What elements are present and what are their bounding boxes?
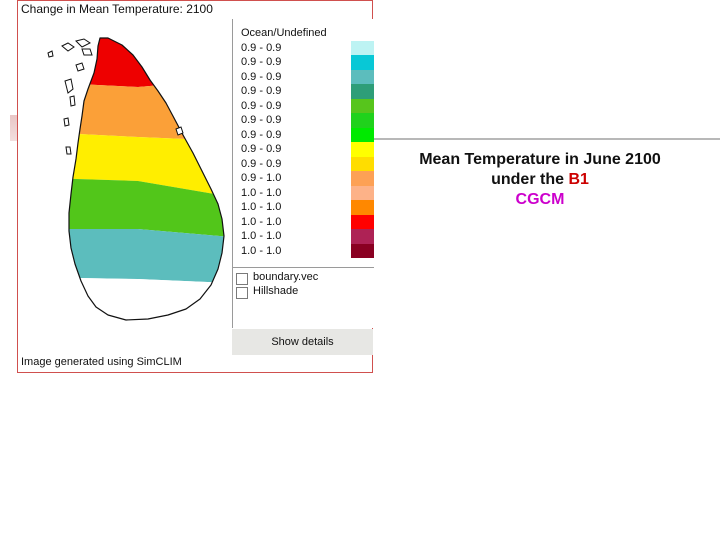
show-details-button[interactable]: Show details <box>232 329 373 355</box>
legend-label: 1.0 - 1.0 <box>241 201 282 213</box>
legend-item: 1.0 - 1.0 <box>233 200 374 215</box>
legend-label: 0.9 - 1.0 <box>241 172 282 184</box>
legend-item: 0.9 - 0.9 <box>233 69 374 84</box>
legend-item: 1.0 - 1.0 <box>233 229 374 244</box>
legend-label: 1.0 - 1.0 <box>241 244 282 257</box>
caption-prefix: under the <box>491 171 569 188</box>
island-outline <box>68 37 225 321</box>
legend-swatch <box>351 98 374 113</box>
legend-swatch <box>351 40 374 55</box>
legend-label: 0.9 - 0.9 <box>241 128 282 141</box>
legend-swatch <box>351 55 374 70</box>
legend-item: 0.9 - 0.9 <box>233 98 374 113</box>
divider-line <box>372 138 720 140</box>
legend-item: Ocean/Undefined <box>233 26 374 41</box>
map-band-5 <box>69 229 224 283</box>
legend-label: 0.9 - 0.9 <box>241 41 282 54</box>
legend-item: 0.9 - 0.9 <box>233 40 374 55</box>
legend-label: 1.0 - 1.0 <box>241 186 282 199</box>
legend-swatch <box>351 84 374 99</box>
legend-item: 1.0 - 1.0 <box>233 243 374 258</box>
scenario-name: B1 <box>568 171 589 188</box>
islet-outlines <box>47 38 184 155</box>
legend-label: 0.9 - 0.9 <box>241 56 282 68</box>
window-title: Change in Mean Temperature: 2100 <box>21 2 213 16</box>
legend-item: 0.9 - 1.0 <box>233 171 374 186</box>
legend-panel: Ocean/Undefined 0.9 - 0.9 0.9 - 0.9 0.9 … <box>232 19 374 268</box>
legend-item: 1.0 - 1.0 <box>233 185 374 200</box>
caption-line-1: Mean Temperature in June 2100 <box>419 151 661 168</box>
layer-checkbox[interactable] <box>236 287 248 299</box>
legend-label: 0.9 - 0.9 <box>241 70 282 83</box>
legend-swatch <box>351 200 374 215</box>
layer-label: boundary.vec <box>253 271 319 283</box>
legend-item: 1.0 - 1.0 <box>233 214 374 229</box>
legend-swatch <box>351 156 374 171</box>
legend-item: 0.9 - 0.9 <box>233 127 374 142</box>
legend-swatch <box>351 214 374 229</box>
layers-panel: boundary.vec Hillshade <box>232 267 374 328</box>
legend-label: 1.0 - 1.0 <box>241 230 282 242</box>
map-band-2 <box>69 79 224 141</box>
legend-swatch <box>351 142 374 157</box>
legend-swatch <box>351 26 374 41</box>
legend-swatch <box>351 113 374 128</box>
legend-label: 0.9 - 0.9 <box>241 157 282 170</box>
legend-swatch <box>351 69 374 84</box>
layer-checkbox[interactable] <box>236 273 248 285</box>
window-footer: Image generated using SimCLIM <box>21 356 182 368</box>
legend-label: 1.0 - 1.0 <box>241 215 282 228</box>
legend-swatch <box>351 229 374 244</box>
sri-lanka-map <box>47 37 225 321</box>
legend-item: 0.9 - 0.9 <box>233 84 374 99</box>
legend-swatch <box>351 243 374 258</box>
simclim-map-window: Change in Mean Temperature: 2100 <box>17 0 374 373</box>
legend-item: 0.9 - 0.9 <box>233 142 374 157</box>
legend-label: 0.9 - 0.9 <box>241 99 282 112</box>
model-name: CGCM <box>515 191 565 208</box>
legend-swatch <box>351 185 374 200</box>
map-band-1 <box>69 38 224 87</box>
caption-line-2: under the B1 <box>380 170 700 190</box>
map-band-6 <box>69 277 224 320</box>
legend-item: 0.9 - 0.9 <box>233 156 374 171</box>
legend-label: Ocean/Undefined <box>241 27 327 39</box>
legend-item: 0.9 - 0.9 <box>233 113 374 128</box>
layer-label: Hillshade <box>253 285 299 297</box>
legend-item: 0.9 - 0.9 <box>233 55 374 70</box>
legend-swatch <box>351 127 374 142</box>
slide-caption: Mean Temperature in June 2100 under the … <box>380 150 700 210</box>
legend-swatch <box>351 171 374 186</box>
legend-label: 0.9 - 0.9 <box>241 143 282 155</box>
legend-label: 0.9 - 0.9 <box>241 85 282 97</box>
decorative-accent <box>10 115 20 141</box>
legend-label: 0.9 - 0.9 <box>241 114 282 126</box>
